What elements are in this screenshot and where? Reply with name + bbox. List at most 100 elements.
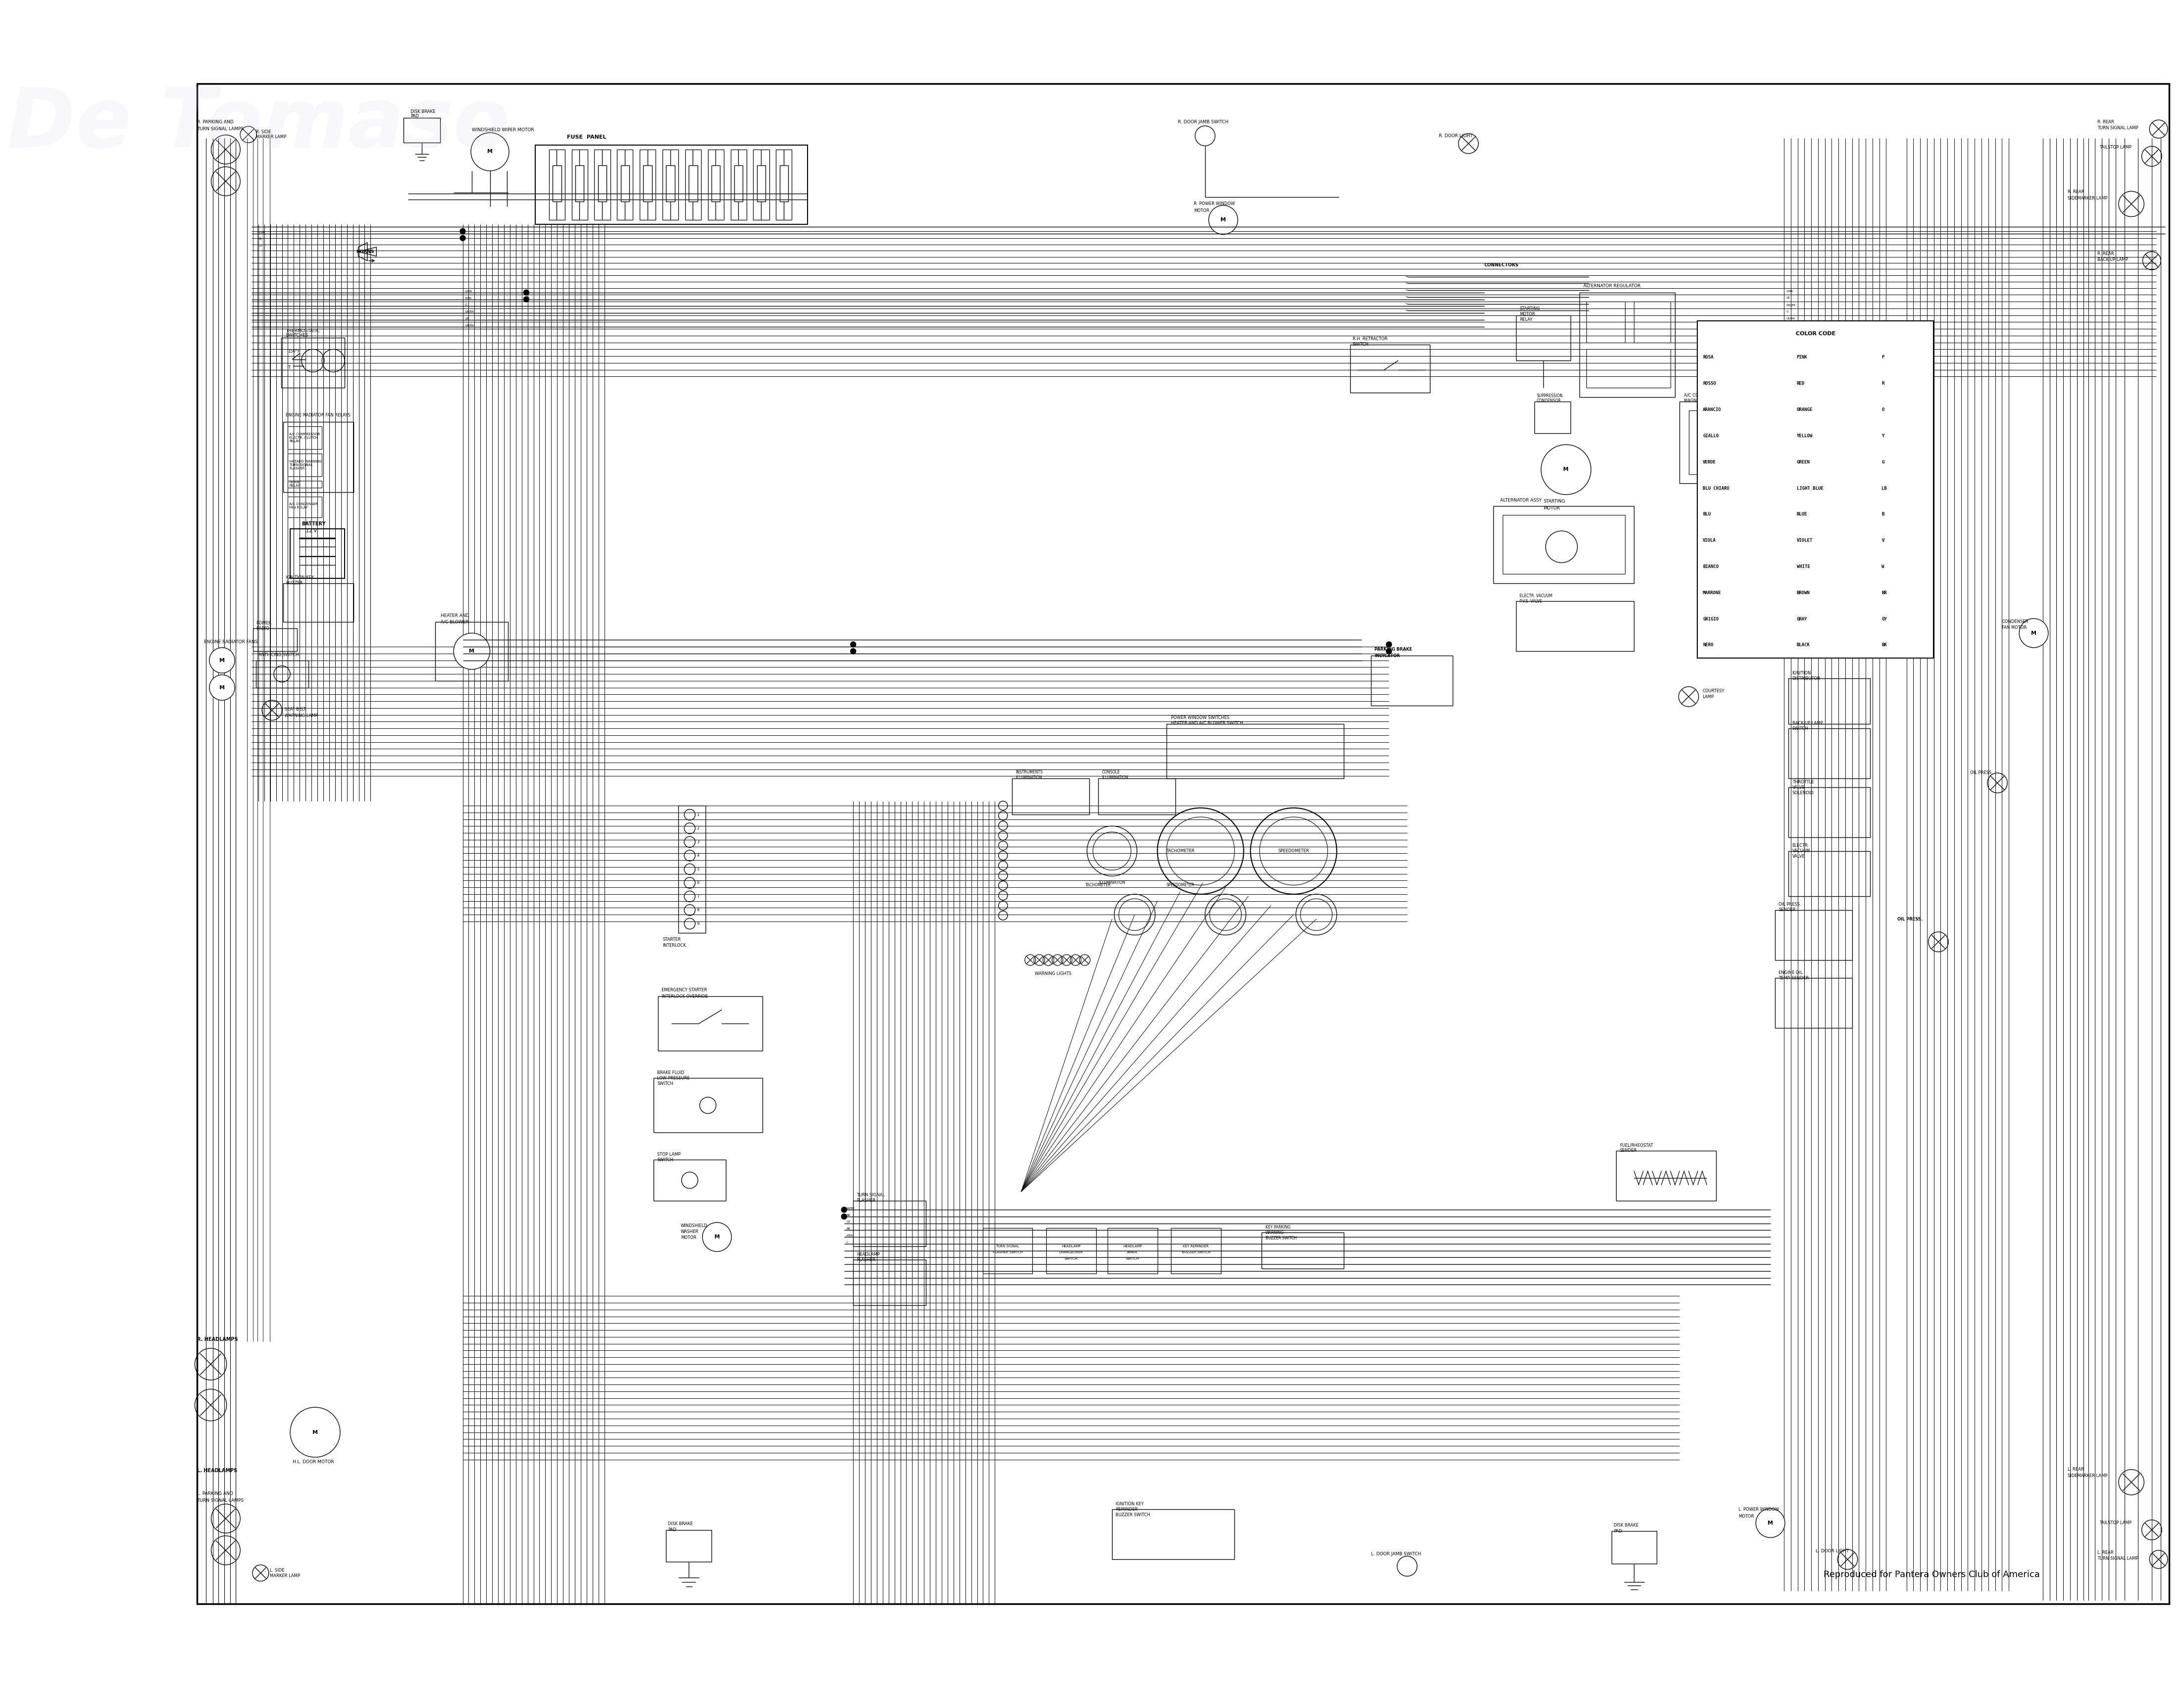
Bar [1688,410,1767,474]
Text: BLACK: BLACK [1797,643,1811,648]
Text: MOTOR: MOTOR [1544,506,1559,510]
Text: STARTER: STARTER [662,937,681,942]
Text: THERMOSTATIC: THERMOSTATIC [286,329,319,333]
Text: LB/BK: LB/BK [465,311,474,312]
Text: SIDEMARKER LAMP: SIDEMARKER LAMP [2068,196,2108,201]
Text: EMERGENCY STARTER: EMERGENCY STARTER [662,987,708,993]
Text: TURN SIGNAL LAMPS: TURN SIGNAL LAMPS [197,127,245,132]
Bar [535,145,808,225]
Bar [1634,302,1671,343]
Bar [253,628,297,652]
Bar [288,454,321,476]
Text: M: M [218,685,225,690]
Bar [983,1227,1033,1273]
Text: FLASHER: FLASHER [856,1198,876,1204]
Bar [256,660,308,687]
Bar [1112,1509,1234,1560]
Bar [688,165,697,201]
Text: De Tomaso: De Tomaso [7,84,509,165]
Text: ENGINE RADIATOR FANS: ENGINE RADIATOR FANS [203,640,258,645]
Text: BROWN: BROWN [1797,591,1811,596]
Text: G/BK: G/BK [465,290,472,292]
Bar [780,165,788,201]
Bar [666,165,675,201]
Text: STOP LAMP: STOP LAMP [657,1153,681,1156]
Text: VERDE: VERDE [1704,459,1717,464]
Bar [574,165,583,201]
Bar [1789,729,1870,778]
Circle shape [1756,1509,1784,1538]
Text: H.L. DOOR MOTOR: H.L. DOOR MOTOR [293,1460,334,1463]
Text: TURN SIGNAL: TURN SIGNAL [856,1193,885,1197]
Text: W: W [1883,564,1885,569]
Text: CONDENSER: CONDENSER [2003,619,2029,625]
Text: WHITE: WHITE [1797,564,1811,569]
Bar [662,150,679,219]
Text: DISK BRAKE: DISK BRAKE [411,110,435,115]
Bar [1011,778,1090,815]
Text: YELLOW: YELLOW [1797,434,1813,439]
Text: SENDER: SENDER [1778,908,1795,912]
Text: SWITCHES: SWITCHES [286,334,308,338]
Text: LIGHT BLUE: LIGHT BLUE [1797,486,1824,491]
Bar [1372,655,1452,706]
Text: FLASHER: FLASHER [856,1258,876,1263]
Circle shape [1387,641,1391,647]
Circle shape [1208,206,1238,235]
Text: GY: GY [258,245,262,246]
Text: TURN SIGNAL LAMPS: TURN SIGNAL LAMPS [197,1499,245,1502]
Bar [1789,788,1870,837]
Bar [753,150,769,219]
Text: DISK BRAKE: DISK BRAKE [1614,1523,1638,1528]
Bar [288,481,321,488]
Text: TAILSTOP LAMP: TAILSTOP LAMP [2099,1521,2132,1526]
Bar [553,165,561,201]
Text: L. DOOR JAMB SWITCH: L. DOOR JAMB SWITCH [1372,1551,1422,1556]
Text: L. SIDE
MARKER LAMP: L. SIDE MARKER LAMP [271,1568,299,1578]
Text: ORANGE: ORANGE [1797,407,1813,412]
Bar [1107,1227,1158,1273]
Circle shape [472,133,509,170]
Bar [1046,1227,1096,1273]
Text: ELECTR. VACUUM: ELECTR. VACUUM [1520,594,1553,598]
Bar [854,1200,926,1246]
Text: 150°F: 150°F [288,349,299,354]
Text: BUZZER SWITCH: BUZZER SWITCH [1116,1512,1151,1518]
Circle shape [703,1222,732,1251]
Text: TURN SIGNAL: TURN SIGNAL [996,1244,1020,1247]
Bar [1616,1151,1717,1200]
Text: V: V [1883,538,1885,544]
Text: TEMP. SENDER: TEMP. SENDER [1778,976,1808,981]
Text: OIL PRESS.: OIL PRESS. [1778,903,1802,906]
Text: MOTOR: MOTOR [1520,312,1535,317]
Text: BLU CHIARO: BLU CHIARO [1704,486,1730,491]
Bar [1679,402,1771,483]
Bar [1776,977,1852,1028]
Text: BR: BR [1883,591,1887,596]
Text: ILLUMINATION: ILLUMINATION [1016,775,1042,780]
Bar [282,338,345,388]
Text: ENGINE RADIATOR FAN RELAYS: ENGINE RADIATOR FAN RELAYS [286,414,349,417]
Text: COURTESY: COURTESY [1701,689,1723,694]
Text: OIL PRESS.: OIL PRESS. [1970,771,1992,775]
Text: M: M [470,648,474,653]
Text: M: M [1767,1521,1773,1526]
Text: B: B [1883,511,1885,517]
Text: BACK-UP LAMP: BACK-UP LAMP [1793,721,1824,726]
Text: Y/BK: Y/BK [465,297,472,299]
Text: BK: BK [847,1227,850,1231]
Text: Y/BK: Y/BK [847,1234,854,1237]
Text: TAILSTOP LAMP: TAILSTOP LAMP [2099,145,2132,150]
Text: MOTOR: MOTOR [1195,209,1210,213]
Text: GY: GY [847,1220,850,1224]
Text: BACK-UP LAMP: BACK-UP LAMP [2097,258,2127,262]
Text: CONSOLE: CONSOLE [1103,770,1120,775]
Bar [284,582,354,621]
Text: Y: Y [1883,434,1885,439]
Text: INSTRUMENTS: INSTRUMENTS [1016,770,1042,775]
Text: VALVE: VALVE [1793,854,1804,859]
Text: RED: RED [1797,381,1804,387]
Bar [1494,506,1634,582]
Text: MOTOR: MOTOR [681,1236,697,1239]
Bar [679,805,705,933]
